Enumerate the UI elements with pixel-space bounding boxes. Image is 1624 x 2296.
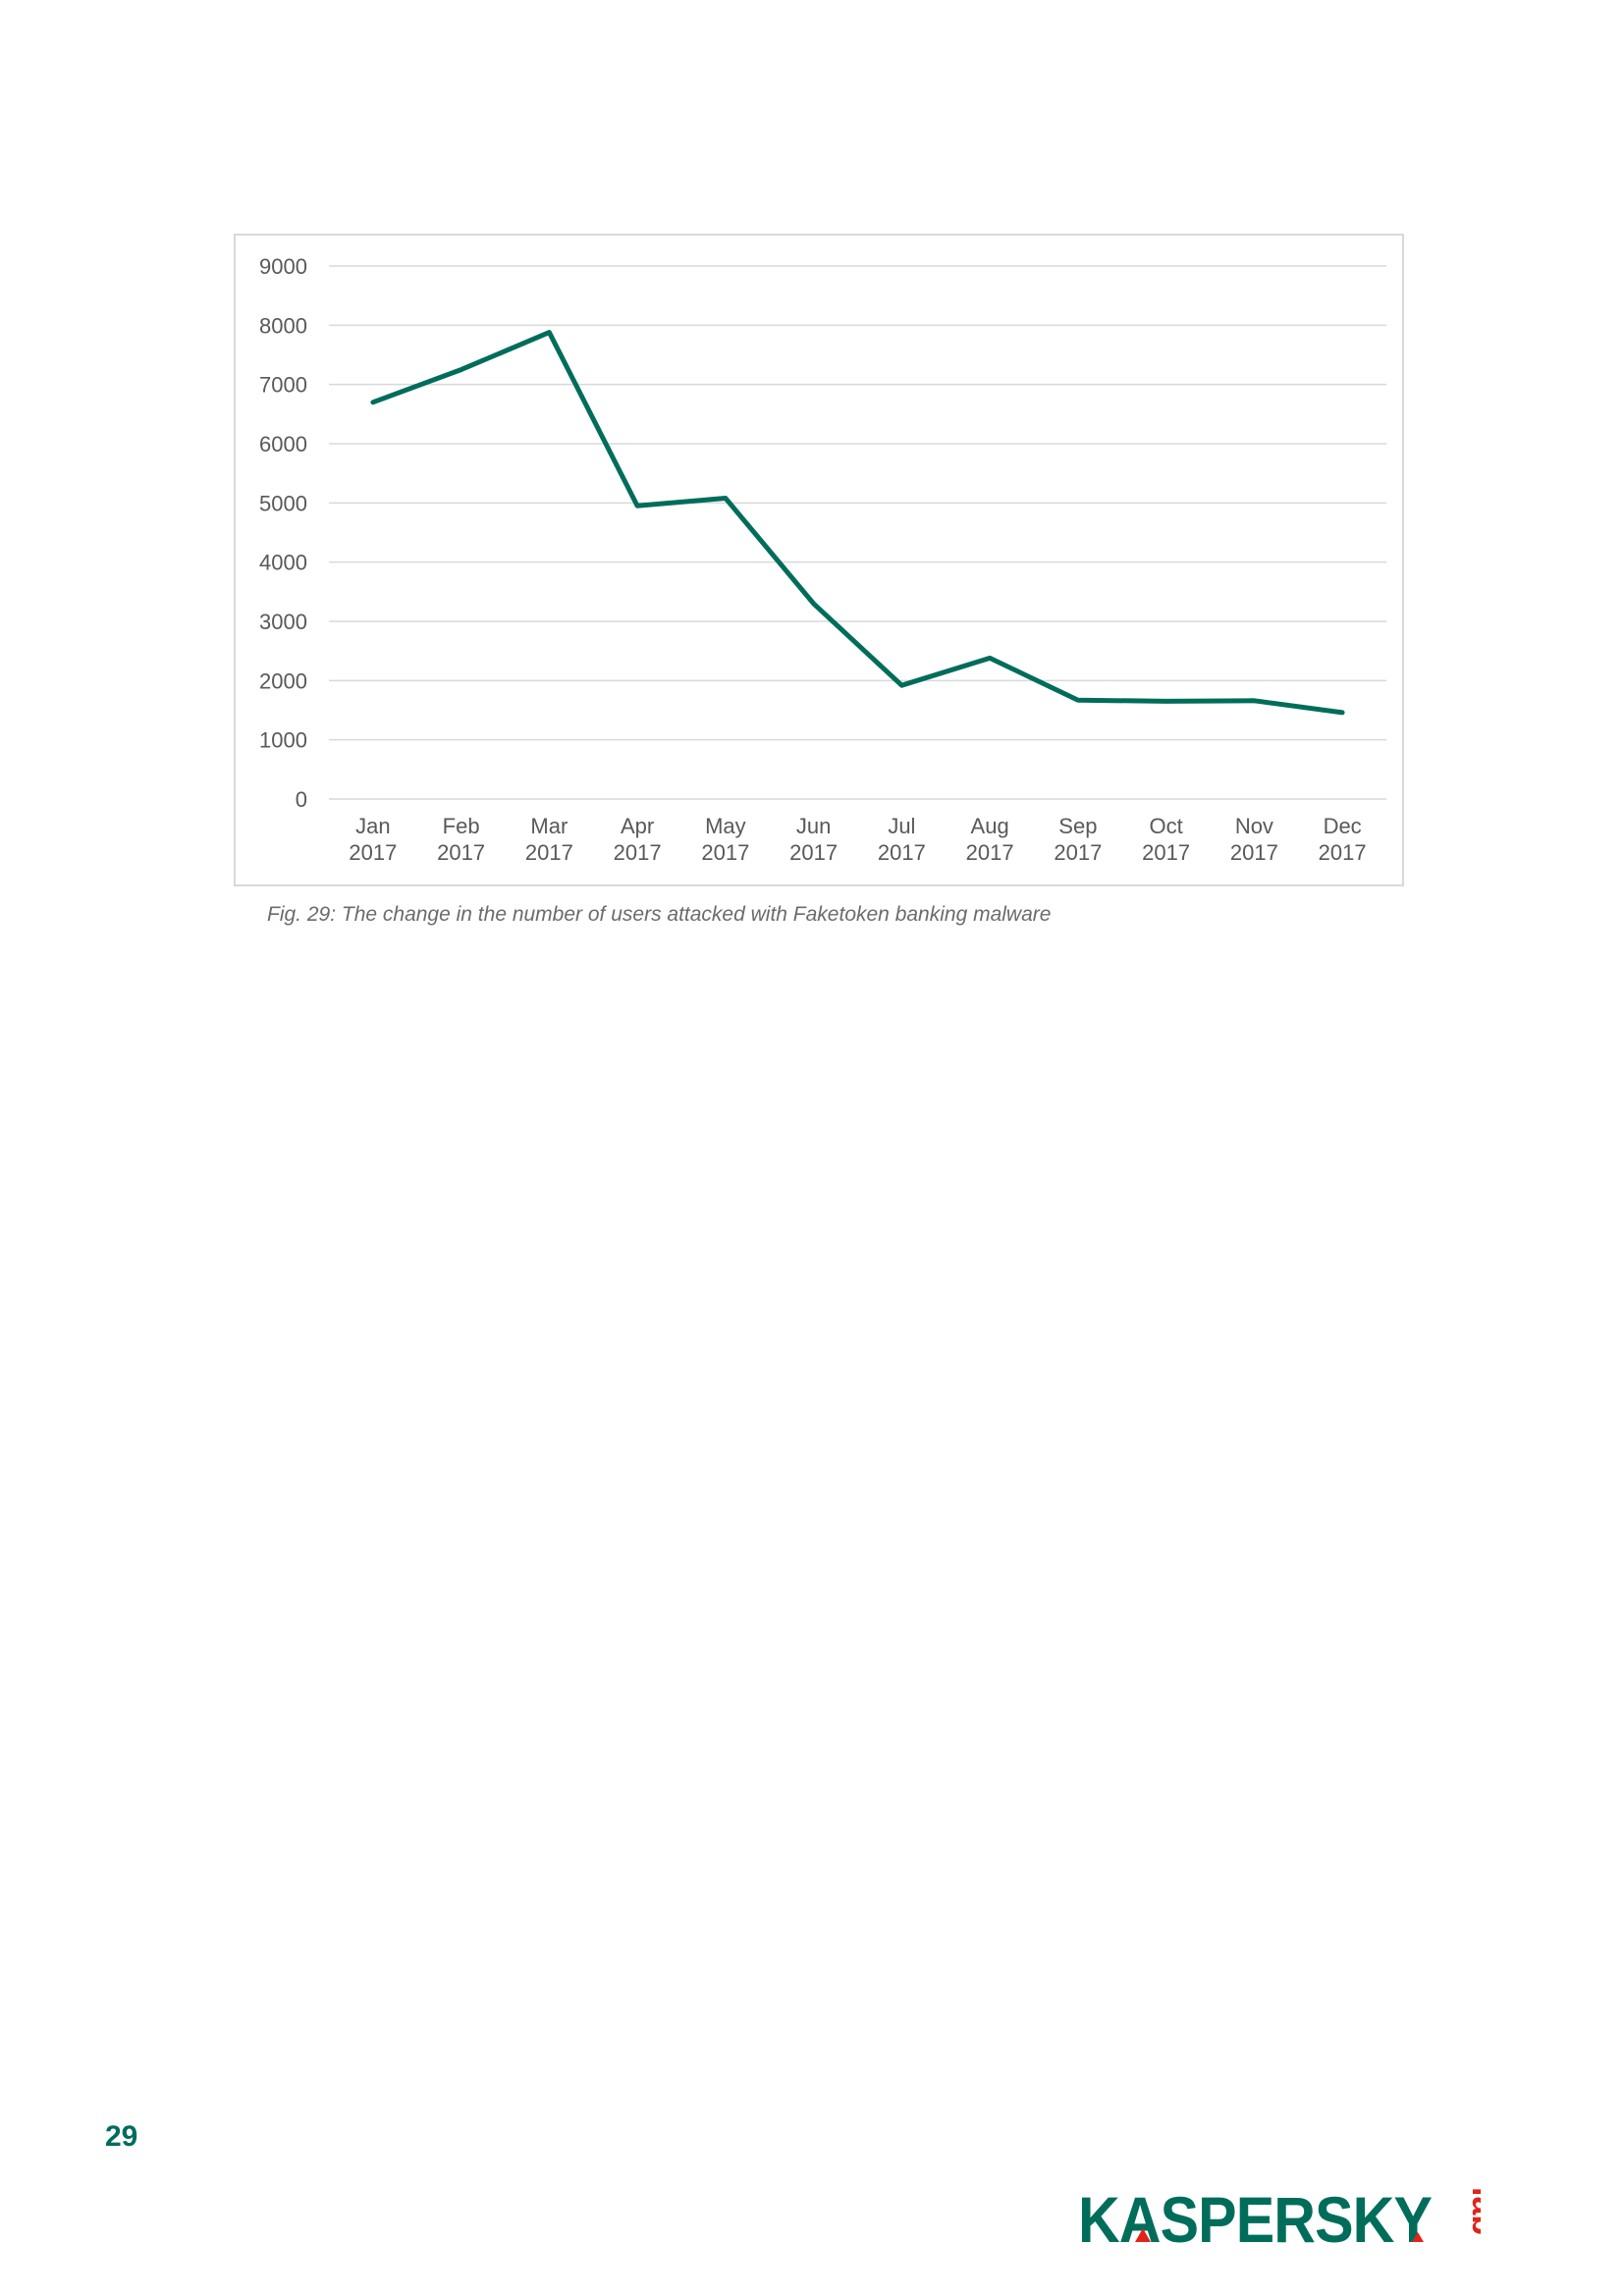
y-tick-label: 7000	[259, 373, 307, 398]
x-tick-label: Dec 2017	[1319, 814, 1367, 865]
x-tick-label-month: Oct	[1150, 814, 1183, 838]
y-tick-label: 4000	[259, 551, 307, 575]
kaspersky-lab-logo: KASPERSKY lab	[1078, 2183, 1481, 2256]
x-tick-label-year: 2017	[701, 840, 749, 865]
logo-lab-text: lab	[1465, 2187, 1481, 2235]
x-tick-label: Apr 2017	[614, 814, 662, 865]
x-tick-label-year: 2017	[437, 840, 485, 865]
x-tick-label: May 2017	[701, 814, 749, 865]
x-tick-label-month: Aug	[971, 814, 1009, 838]
x-tick-label-year: 2017	[614, 840, 662, 865]
x-tick-label-year: 2017	[1142, 840, 1190, 865]
x-tick-label-month: Jul	[888, 814, 915, 838]
x-tick-label-month: Jun	[796, 814, 831, 838]
y-tick-label: 0	[296, 787, 307, 812]
y-tick-label: 3000	[259, 610, 307, 634]
x-tick-label: Jul 2017	[878, 814, 926, 865]
y-tick-label: 8000	[259, 313, 307, 338]
y-tick-label: 1000	[259, 728, 307, 753]
series-line	[370, 330, 1345, 716]
logo-wordmark: KASPERSKY	[1078, 2183, 1432, 2256]
line-chart: 0 1000 2000 3000 4000 5000 6000 7000 8000 9000 Jan…	[259, 254, 1386, 865]
x-tick-label-month: Apr	[621, 814, 654, 838]
x-tick-label: Jan 2017	[349, 814, 397, 865]
y-tick-label: 9000	[259, 254, 307, 279]
x-tick-label-year: 2017	[1230, 840, 1278, 865]
x-tick-label-year: 2017	[1054, 840, 1102, 865]
chart-frame: 0 1000 2000 3000 4000 5000 6000 7000 8000 9000 Jan…	[234, 234, 1404, 886]
x-tick-label-month: Mar	[530, 814, 568, 838]
x-tick-label-month: Dec	[1324, 814, 1362, 838]
x-tick-label-month: May	[705, 814, 746, 838]
y-tick-label: 6000	[259, 432, 307, 456]
x-tick-label-month: Jan	[355, 814, 390, 838]
x-tick-label-month: Nov	[1235, 814, 1273, 838]
y-tick-label: 2000	[259, 668, 307, 693]
logo-accent-triangle-2	[1412, 2232, 1424, 2242]
x-tick-label-year: 2017	[349, 840, 397, 865]
x-tick-label: Mar 2017	[525, 814, 573, 865]
x-tick-label: Nov 2017	[1230, 814, 1278, 865]
x-tick-label: Sep 2017	[1054, 814, 1102, 865]
x-tick-label: Jun 2017	[789, 814, 838, 865]
page-number: 29	[105, 2120, 138, 2153]
x-tick-label-year: 2017	[789, 840, 838, 865]
x-tick-label: Feb 2017	[437, 814, 485, 865]
figure-caption: Fig. 29: The change in the number of use…	[267, 903, 1052, 926]
x-tick-label-year: 2017	[878, 840, 926, 865]
logo-accent-triangle-1	[1135, 2228, 1151, 2242]
y-tick-label: 5000	[259, 491, 307, 515]
x-tick-label: Aug 2017	[966, 814, 1014, 865]
x-tick-label-month: Sep	[1058, 814, 1097, 838]
x-tick-label-year: 2017	[525, 840, 573, 865]
x-tick-label: Oct 2017	[1142, 814, 1190, 865]
x-tick-label-year: 2017	[1319, 840, 1367, 865]
x-tick-label-year: 2017	[966, 840, 1014, 865]
x-tick-label-month: Feb	[443, 814, 480, 838]
